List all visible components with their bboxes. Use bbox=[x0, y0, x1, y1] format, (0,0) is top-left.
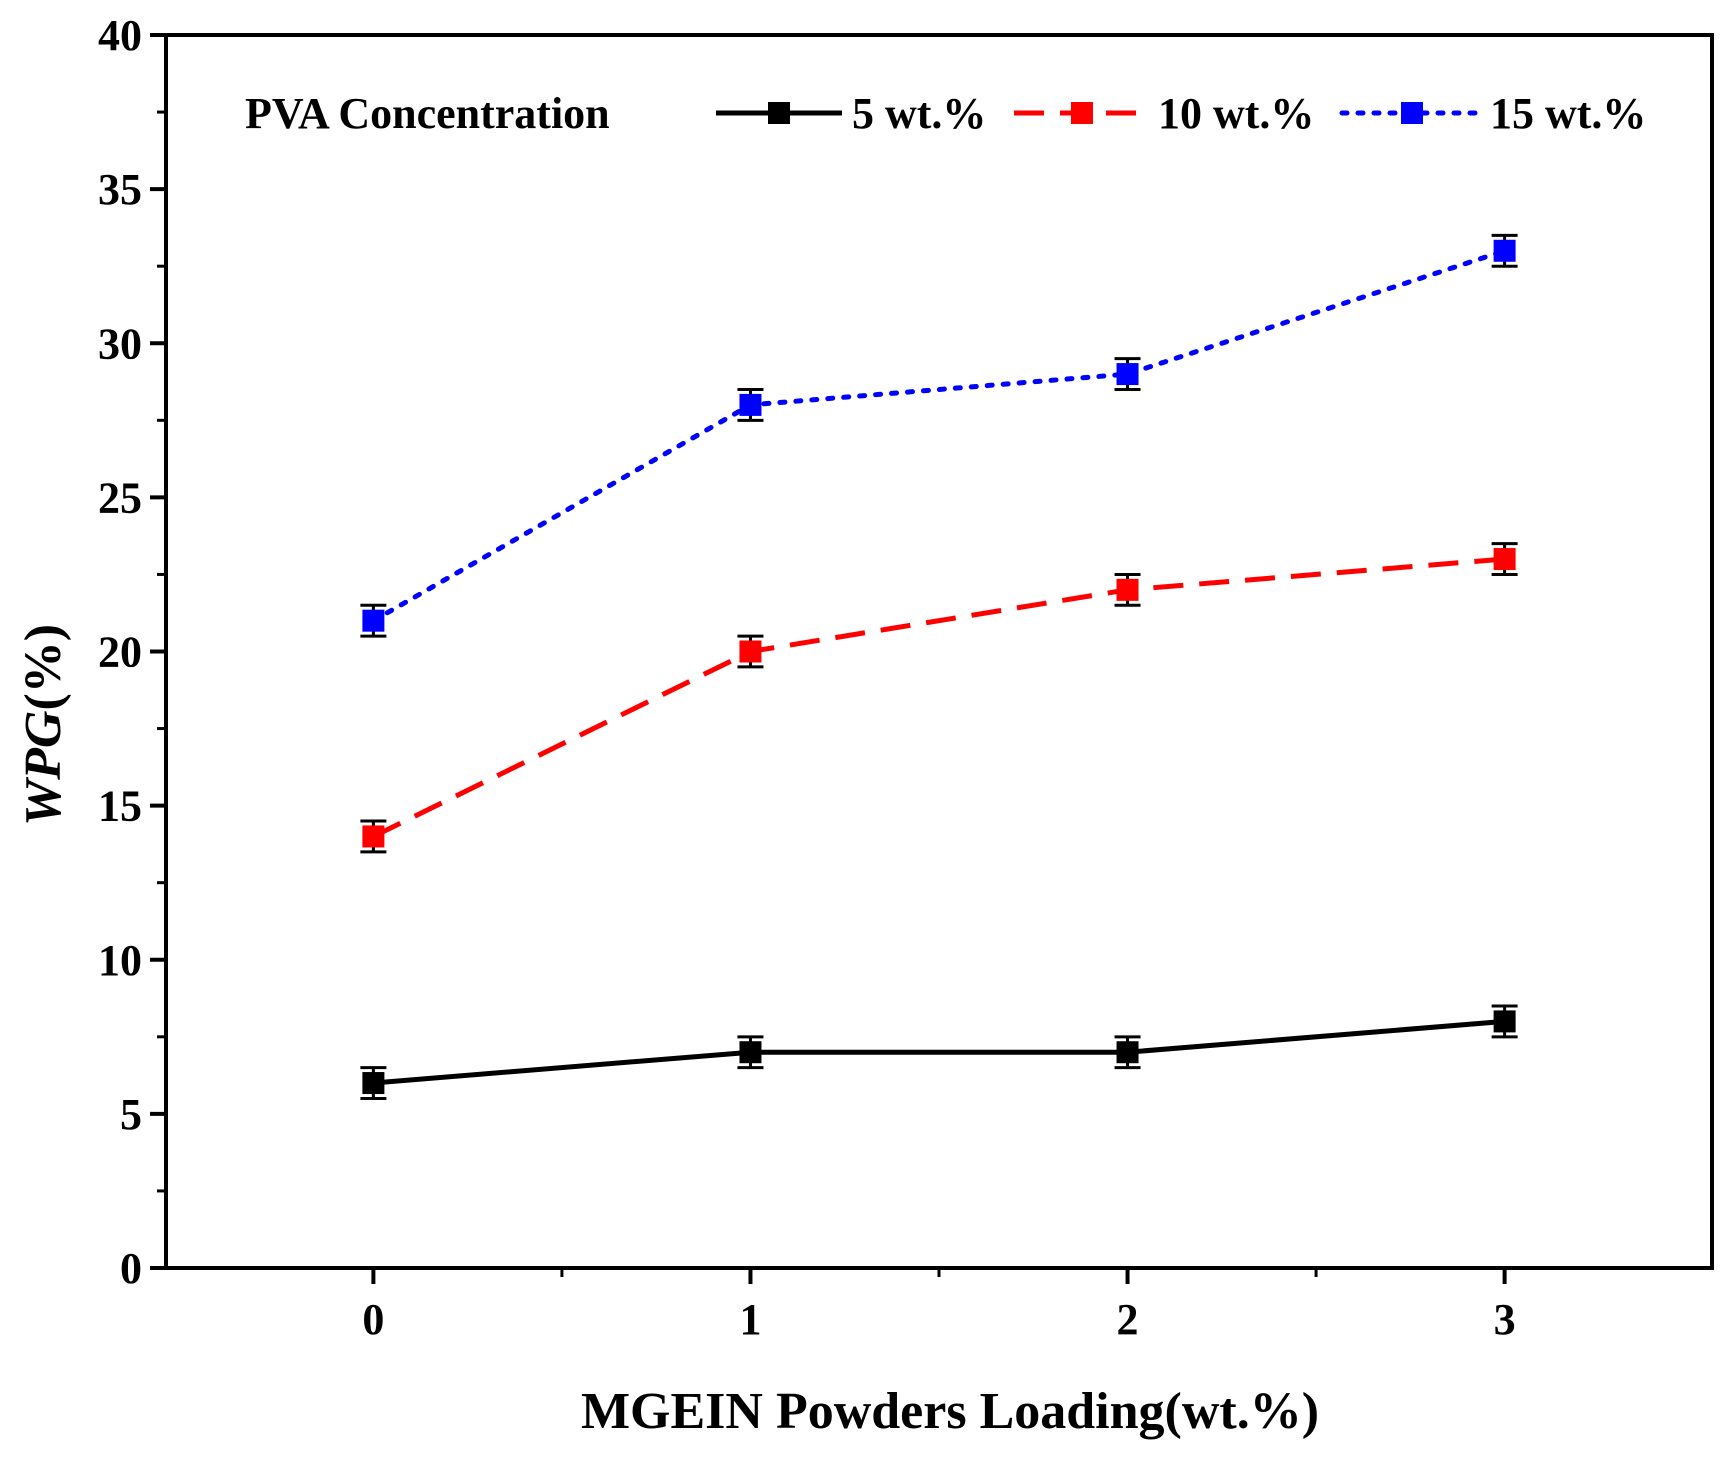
y-tick-label: 35 bbox=[98, 165, 142, 214]
x-axis: 0 1 2 3 bbox=[362, 1268, 1516, 1344]
legend-label: 5 wt.% bbox=[852, 89, 986, 138]
y-axis-title-italic: WPG bbox=[15, 711, 72, 827]
y-tick-label: 15 bbox=[98, 782, 142, 831]
legend-marker bbox=[1401, 102, 1423, 124]
series-15-wt bbox=[360, 233, 1518, 638]
legend-marker bbox=[768, 102, 790, 124]
y-axis-title-unit: (%) bbox=[15, 624, 72, 711]
y-tick-label: 0 bbox=[120, 1244, 142, 1293]
x-axis-title: MGEIN Powders Loading(wt.%) bbox=[581, 1383, 1319, 1440]
data-point bbox=[362, 825, 385, 848]
y-tick-label: 5 bbox=[120, 1090, 142, 1139]
y-tick-label: 25 bbox=[98, 473, 142, 522]
series-5-wt bbox=[360, 1004, 1518, 1100]
legend-title: PVA Concentration bbox=[245, 89, 610, 138]
y-tick-label: 20 bbox=[98, 628, 142, 677]
data-point bbox=[1493, 239, 1516, 262]
data-point bbox=[739, 393, 762, 416]
data-point bbox=[1116, 363, 1139, 386]
legend-marker bbox=[1071, 102, 1093, 124]
data-point bbox=[1116, 578, 1139, 601]
data-point bbox=[1493, 548, 1516, 571]
y-tick-label: 40 bbox=[98, 11, 142, 60]
x-tick-label: 3 bbox=[1494, 1295, 1516, 1344]
y-tick-label: 10 bbox=[98, 936, 142, 985]
x-tick-label: 2 bbox=[1117, 1295, 1139, 1344]
y-axis: 0 5 10 15 20 25 30 35 40 bbox=[98, 11, 166, 1293]
legend-label: 10 wt.% bbox=[1158, 89, 1314, 138]
series-line bbox=[373, 1018, 1505, 1086]
series-10-wt bbox=[360, 542, 1518, 854]
data-point bbox=[362, 1072, 385, 1095]
data-point bbox=[739, 640, 762, 663]
data-point bbox=[739, 1041, 762, 1064]
x-tick-label: 1 bbox=[739, 1295, 761, 1344]
data-point bbox=[1116, 1041, 1139, 1064]
data-point bbox=[1493, 1010, 1516, 1033]
series-line bbox=[370, 248, 1508, 624]
x-tick-label: 0 bbox=[362, 1295, 384, 1344]
data-point bbox=[362, 609, 385, 632]
y-tick-label: 30 bbox=[98, 319, 142, 368]
legend-label: 15 wt.% bbox=[1490, 89, 1646, 138]
series-layer bbox=[360, 233, 1518, 1100]
legend: PVA Concentration 5 wt.% 10 wt.% 15 wt.% bbox=[245, 89, 1646, 138]
series-line bbox=[372, 556, 1505, 839]
y-axis-title: WPG(%) bbox=[15, 624, 72, 826]
